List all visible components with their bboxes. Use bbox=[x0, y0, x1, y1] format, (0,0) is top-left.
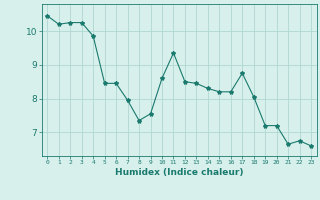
X-axis label: Humidex (Indice chaleur): Humidex (Indice chaleur) bbox=[115, 168, 244, 177]
